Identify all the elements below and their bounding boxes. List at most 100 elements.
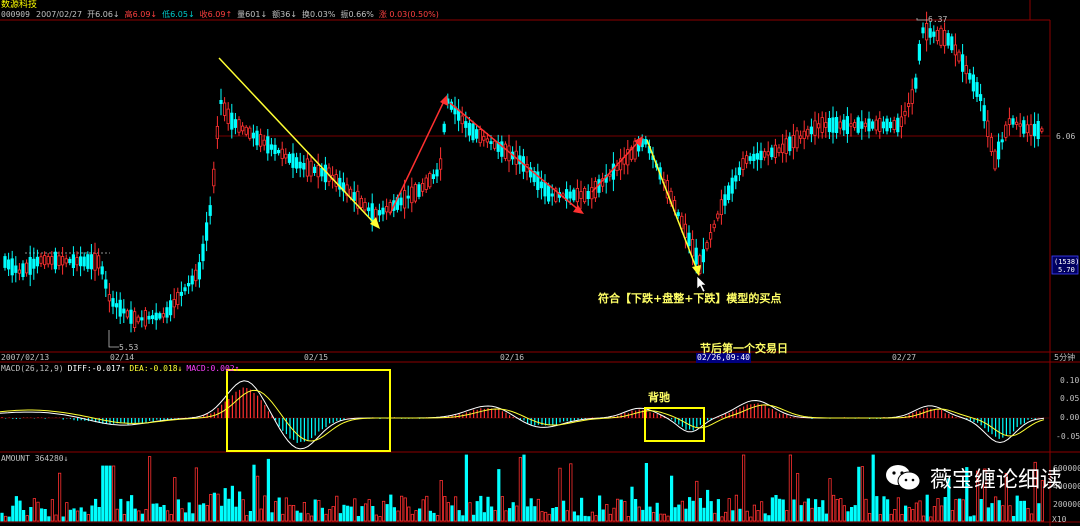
candle-body <box>691 239 695 257</box>
candle-body <box>237 119 241 133</box>
candle-body <box>824 122 828 128</box>
amount-bar <box>590 511 595 522</box>
amount-bar <box>317 499 321 522</box>
candle-body <box>284 153 288 159</box>
candle-body <box>93 252 97 271</box>
candle-body <box>619 158 623 171</box>
amount-bar <box>716 499 721 522</box>
candle-body <box>709 232 713 240</box>
amount-unit: X10 <box>1052 515 1067 524</box>
amount-bar <box>493 510 497 522</box>
candle-body <box>132 311 137 329</box>
candle-body <box>827 118 832 133</box>
amount-bar <box>32 498 37 522</box>
amount-bar <box>961 499 965 522</box>
candle-body <box>194 269 198 282</box>
amount-bar <box>230 485 234 522</box>
candle-body <box>215 126 219 140</box>
amount-bar <box>734 494 739 522</box>
candle-body <box>579 191 583 199</box>
low-marker-line <box>108 330 119 348</box>
candle-body <box>75 257 79 266</box>
candle-body <box>727 185 731 200</box>
amount-bar <box>630 486 634 522</box>
candle-body <box>356 190 360 209</box>
amount-bar <box>954 499 958 522</box>
amount-bar <box>698 497 703 522</box>
amount-bar <box>1022 500 1027 522</box>
amount-bar <box>544 511 548 522</box>
candle-body <box>741 158 745 170</box>
amount-bar <box>345 505 350 522</box>
candle-body <box>611 163 616 180</box>
first-day-annotation: 节后第一个交易日 <box>700 342 788 355</box>
candle-body <box>384 206 389 213</box>
candle-body <box>629 147 634 160</box>
amount-bar <box>875 496 879 522</box>
candle-body <box>993 150 997 170</box>
amount-bar <box>986 507 991 522</box>
amount-bar <box>295 510 299 522</box>
amount-bar <box>7 516 11 522</box>
candle-body <box>53 251 58 270</box>
candle-body <box>932 31 936 37</box>
candle-body <box>1018 123 1022 127</box>
amount-bar <box>306 513 310 522</box>
period-label[interactable]: 5分钟 <box>1054 353 1076 362</box>
amount-bar <box>378 516 382 522</box>
quote-item: 2007/02/27 <box>36 10 83 19</box>
candle-body <box>79 256 83 267</box>
quote-item: 收6.09↑ <box>199 10 233 19</box>
candle-body <box>266 136 270 154</box>
candle-body <box>723 194 727 206</box>
amount-bar <box>414 510 418 522</box>
amount-bar <box>302 501 307 522</box>
amount-bar <box>428 510 433 522</box>
candle-body <box>154 312 158 321</box>
quote-item: 振0.66% <box>340 10 374 19</box>
amount-bar <box>40 508 44 522</box>
candle-body <box>100 266 104 275</box>
candle-body <box>467 122 472 136</box>
candle-body <box>1036 121 1040 140</box>
amount-bar <box>738 508 742 522</box>
macd-legend: MACD(26,12,9) DIFF:-0.017↑ DEA:-0.018↓ M… <box>1 364 239 374</box>
amount-bar <box>806 498 811 522</box>
amount-bar <box>25 515 29 522</box>
candle-body <box>352 192 356 201</box>
amount-bar <box>598 495 602 522</box>
amount-bar <box>760 501 764 522</box>
amount-bar <box>1040 480 1044 522</box>
candle-body <box>287 153 292 163</box>
trend-arrows <box>218 57 701 276</box>
candle-body <box>899 116 904 127</box>
candle-body <box>32 258 36 269</box>
amount-bar <box>331 506 335 522</box>
candle-body <box>889 121 893 129</box>
macd-dea-value: DEA:-0.018↓ <box>129 364 183 373</box>
amount-bar <box>857 466 861 522</box>
candle-body <box>687 232 691 247</box>
candle-body <box>986 120 990 138</box>
candle-body <box>482 136 486 141</box>
candle-body <box>179 291 183 296</box>
amount-bar <box>659 513 663 522</box>
amount-bar <box>86 514 90 522</box>
time-label-3: 02/16 <box>500 353 525 362</box>
amount-bar <box>425 495 429 522</box>
candle-body <box>122 308 126 314</box>
amount-bar <box>940 505 944 522</box>
amount-bar <box>900 514 904 522</box>
candle-body <box>129 309 133 324</box>
candle-body <box>773 144 778 158</box>
amount-bar <box>958 498 962 522</box>
candle-body <box>294 157 299 169</box>
candle-body <box>312 166 317 173</box>
amount-bar <box>281 513 285 522</box>
amount-bar <box>824 513 829 522</box>
watermark: 薇宝缠论细读 <box>884 462 1062 494</box>
amount-bar <box>453 496 458 522</box>
amount-bar <box>209 493 213 522</box>
candle-body <box>115 303 119 308</box>
